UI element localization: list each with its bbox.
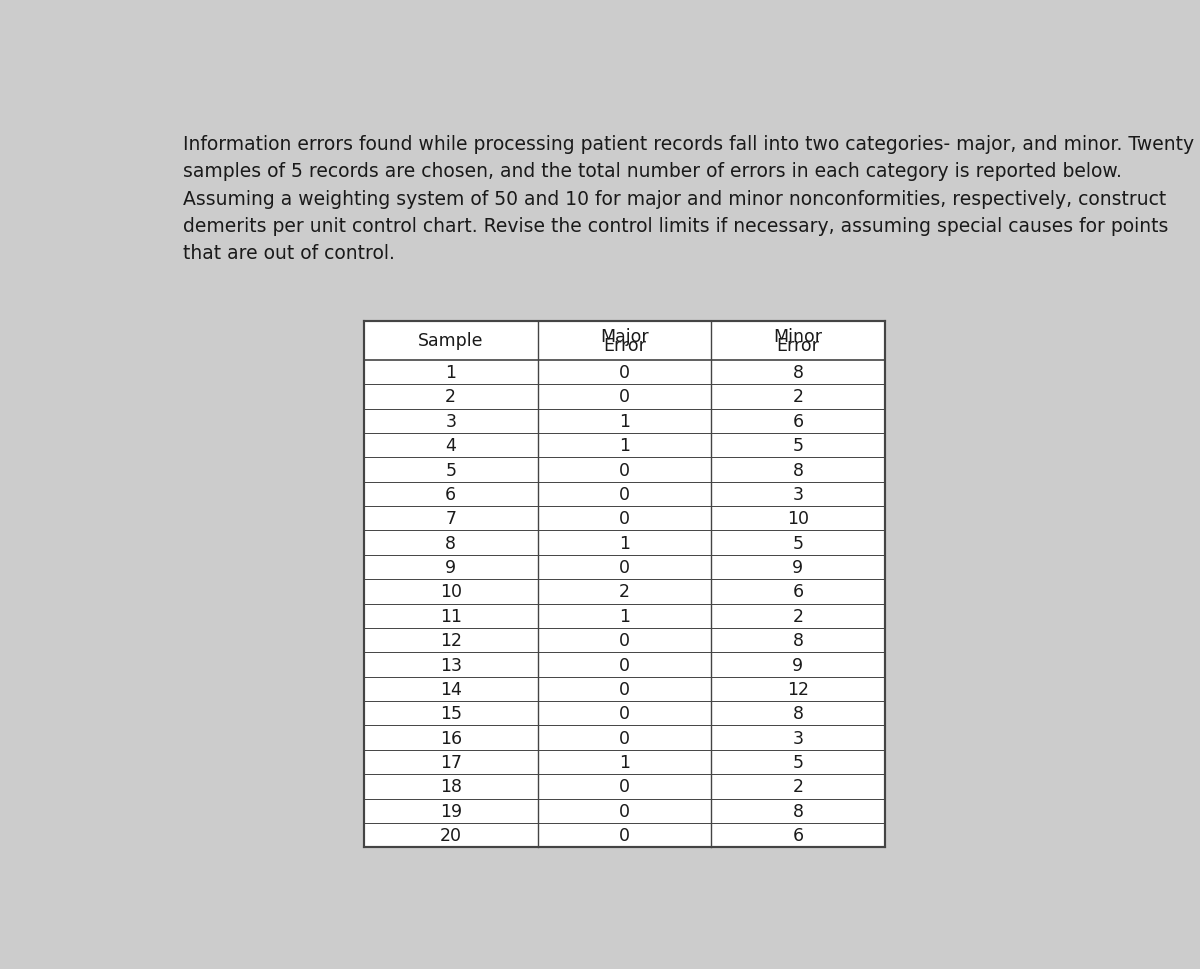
Text: 3: 3 bbox=[792, 729, 804, 747]
Text: 0: 0 bbox=[619, 729, 630, 747]
Text: 0: 0 bbox=[619, 827, 630, 844]
Text: 0: 0 bbox=[619, 363, 630, 382]
Text: 1: 1 bbox=[619, 608, 630, 625]
Text: 8: 8 bbox=[792, 632, 804, 649]
Text: 0: 0 bbox=[619, 802, 630, 820]
Text: 5: 5 bbox=[792, 437, 804, 454]
Text: 8: 8 bbox=[792, 802, 804, 820]
Text: 15: 15 bbox=[439, 704, 462, 723]
Text: 0: 0 bbox=[619, 680, 630, 699]
Text: 13: 13 bbox=[439, 656, 462, 673]
Text: 8: 8 bbox=[792, 363, 804, 382]
Text: 5: 5 bbox=[445, 461, 456, 479]
Text: 1: 1 bbox=[619, 437, 630, 454]
Text: 12: 12 bbox=[439, 632, 462, 649]
Text: 9: 9 bbox=[445, 558, 456, 577]
Text: 2: 2 bbox=[792, 388, 804, 406]
Text: 20: 20 bbox=[439, 827, 462, 844]
Text: 6: 6 bbox=[792, 827, 804, 844]
Text: Major: Major bbox=[600, 328, 649, 346]
Text: 19: 19 bbox=[439, 802, 462, 820]
Text: 11: 11 bbox=[439, 608, 462, 625]
Text: 5: 5 bbox=[792, 753, 804, 771]
Text: 16: 16 bbox=[439, 729, 462, 747]
Text: 10: 10 bbox=[439, 582, 462, 601]
Text: 1: 1 bbox=[445, 363, 456, 382]
Text: 6: 6 bbox=[445, 485, 456, 503]
Text: Error: Error bbox=[776, 336, 820, 355]
Text: 0: 0 bbox=[619, 485, 630, 503]
Text: 14: 14 bbox=[439, 680, 462, 699]
Text: Sample: Sample bbox=[418, 332, 484, 350]
Text: 10: 10 bbox=[787, 510, 809, 528]
Text: 0: 0 bbox=[619, 632, 630, 649]
Text: 7: 7 bbox=[445, 510, 456, 528]
Text: 8: 8 bbox=[792, 704, 804, 723]
Text: 9: 9 bbox=[792, 656, 804, 673]
Text: 0: 0 bbox=[619, 388, 630, 406]
Text: Error: Error bbox=[602, 336, 646, 355]
Text: 8: 8 bbox=[792, 461, 804, 479]
Text: Minor: Minor bbox=[774, 328, 822, 346]
Text: 1: 1 bbox=[619, 534, 630, 552]
Text: 8: 8 bbox=[445, 534, 456, 552]
Text: 6: 6 bbox=[792, 582, 804, 601]
Text: 18: 18 bbox=[439, 777, 462, 796]
Text: 6: 6 bbox=[792, 413, 804, 430]
Text: 2: 2 bbox=[792, 777, 804, 796]
Text: 1: 1 bbox=[619, 753, 630, 771]
Text: 9: 9 bbox=[792, 558, 804, 577]
Text: 12: 12 bbox=[787, 680, 809, 699]
Text: 0: 0 bbox=[619, 656, 630, 673]
Text: 0: 0 bbox=[619, 704, 630, 723]
Text: 0: 0 bbox=[619, 461, 630, 479]
Text: 2: 2 bbox=[619, 582, 630, 601]
Text: 0: 0 bbox=[619, 510, 630, 528]
Text: 17: 17 bbox=[439, 753, 462, 771]
Text: 0: 0 bbox=[619, 777, 630, 796]
Text: 3: 3 bbox=[792, 485, 804, 503]
Text: 4: 4 bbox=[445, 437, 456, 454]
Text: 2: 2 bbox=[792, 608, 804, 625]
Text: 1: 1 bbox=[619, 413, 630, 430]
Text: Information errors found while processing patient records fall into two categori: Information errors found while processin… bbox=[182, 135, 1194, 263]
Text: 3: 3 bbox=[445, 413, 456, 430]
Text: 0: 0 bbox=[619, 558, 630, 577]
Text: 5: 5 bbox=[792, 534, 804, 552]
Text: 2: 2 bbox=[445, 388, 456, 406]
Bar bbox=[364, 322, 884, 848]
